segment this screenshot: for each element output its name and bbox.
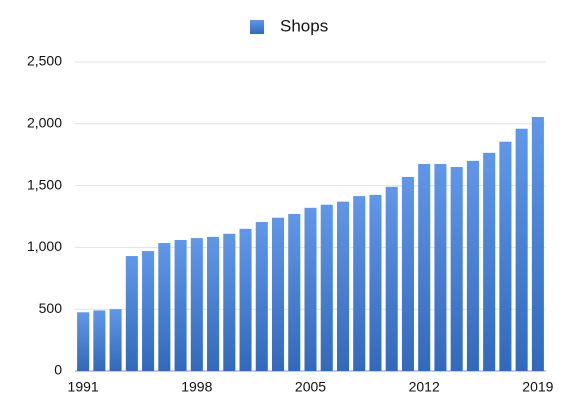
y-tick-label: 2,000: [27, 115, 62, 131]
y-tick-label: 1,000: [27, 238, 62, 254]
bar-shade: [336, 201, 349, 371]
bar-shade: [369, 194, 382, 371]
bar-shade: [190, 238, 203, 371]
bar-shade: [272, 217, 285, 371]
bar-shade: [109, 309, 122, 371]
bar-shade: [142, 251, 155, 371]
bar-shade: [515, 128, 528, 371]
bar-shade: [125, 256, 138, 371]
bar-shade: [499, 141, 512, 371]
x-tick-label: 1998: [181, 379, 212, 395]
x-tick-label: 1991: [68, 379, 99, 395]
bar-shade: [93, 310, 106, 371]
x-tick-label: 2019: [522, 379, 553, 395]
bar-shade: [77, 312, 90, 371]
legend-swatch-shade: [250, 20, 264, 34]
bar-shade: [223, 233, 236, 371]
bar-shade: [304, 207, 317, 371]
bar-shade: [531, 117, 544, 371]
bar-shade: [239, 228, 252, 371]
y-tick-label: 500: [39, 300, 63, 316]
bar-shade: [288, 214, 301, 371]
bar-shade: [158, 243, 171, 371]
bar-shade: [255, 222, 268, 371]
x-tick-label: 2005: [295, 379, 326, 395]
bar-shade: [353, 196, 366, 371]
bar-shade: [320, 204, 333, 371]
bar-shade: [466, 160, 479, 371]
y-tick-label: 1,500: [27, 176, 62, 192]
y-tick-label: 0: [54, 362, 62, 378]
bar-shade: [418, 163, 431, 371]
bar-shade: [207, 236, 220, 371]
bar-shade: [483, 152, 496, 371]
y-tick-label: 2,500: [27, 53, 62, 69]
bar-shade: [434, 163, 447, 371]
x-tick-label: 2012: [409, 379, 440, 395]
bar-shade: [174, 239, 187, 371]
bar-shade: [450, 167, 463, 371]
bar-shade: [401, 176, 414, 371]
bar-shade: [385, 186, 398, 371]
legend-label: Shops: [280, 16, 328, 35]
